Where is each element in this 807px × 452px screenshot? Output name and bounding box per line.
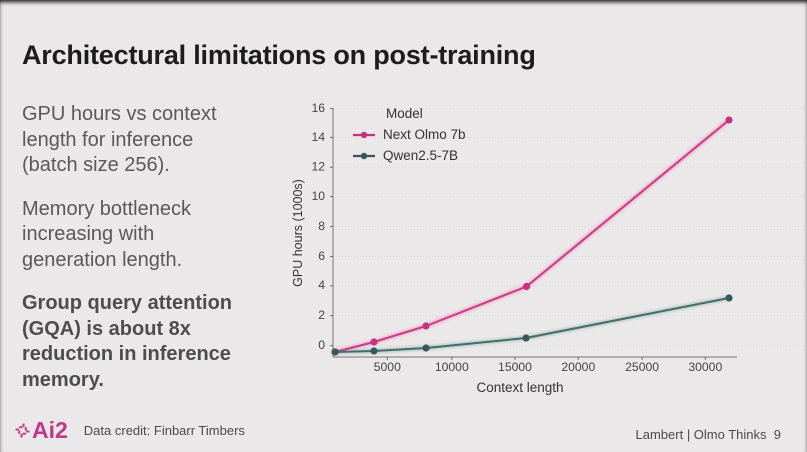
svg-text:10000: 10000 (435, 360, 469, 374)
svg-text:0: 0 (318, 338, 325, 352)
svg-text:16: 16 (311, 101, 325, 115)
svg-text:30000: 30000 (688, 360, 722, 374)
svg-text:8: 8 (318, 219, 325, 233)
svg-text:Next Olmo 7b: Next Olmo 7b (383, 127, 466, 142)
svg-text:15000: 15000 (498, 360, 532, 374)
svg-text:25000: 25000 (625, 360, 659, 374)
svg-text:4: 4 (318, 278, 325, 292)
svg-text:14: 14 (311, 130, 325, 144)
svg-text:Model: Model (386, 106, 423, 121)
svg-text:6: 6 (318, 249, 325, 263)
svg-text:2: 2 (318, 308, 325, 322)
svg-text:5000: 5000 (374, 360, 401, 374)
svg-text:10: 10 (311, 189, 325, 203)
svg-text:12: 12 (311, 160, 325, 174)
svg-text:GPU hours (1000s): GPU hours (1000s) (291, 179, 305, 287)
svg-text:20000: 20000 (561, 360, 595, 374)
svg-text:Context length: Context length (476, 380, 563, 395)
svg-text:Qwen2.5-7B: Qwen2.5-7B (383, 148, 458, 163)
